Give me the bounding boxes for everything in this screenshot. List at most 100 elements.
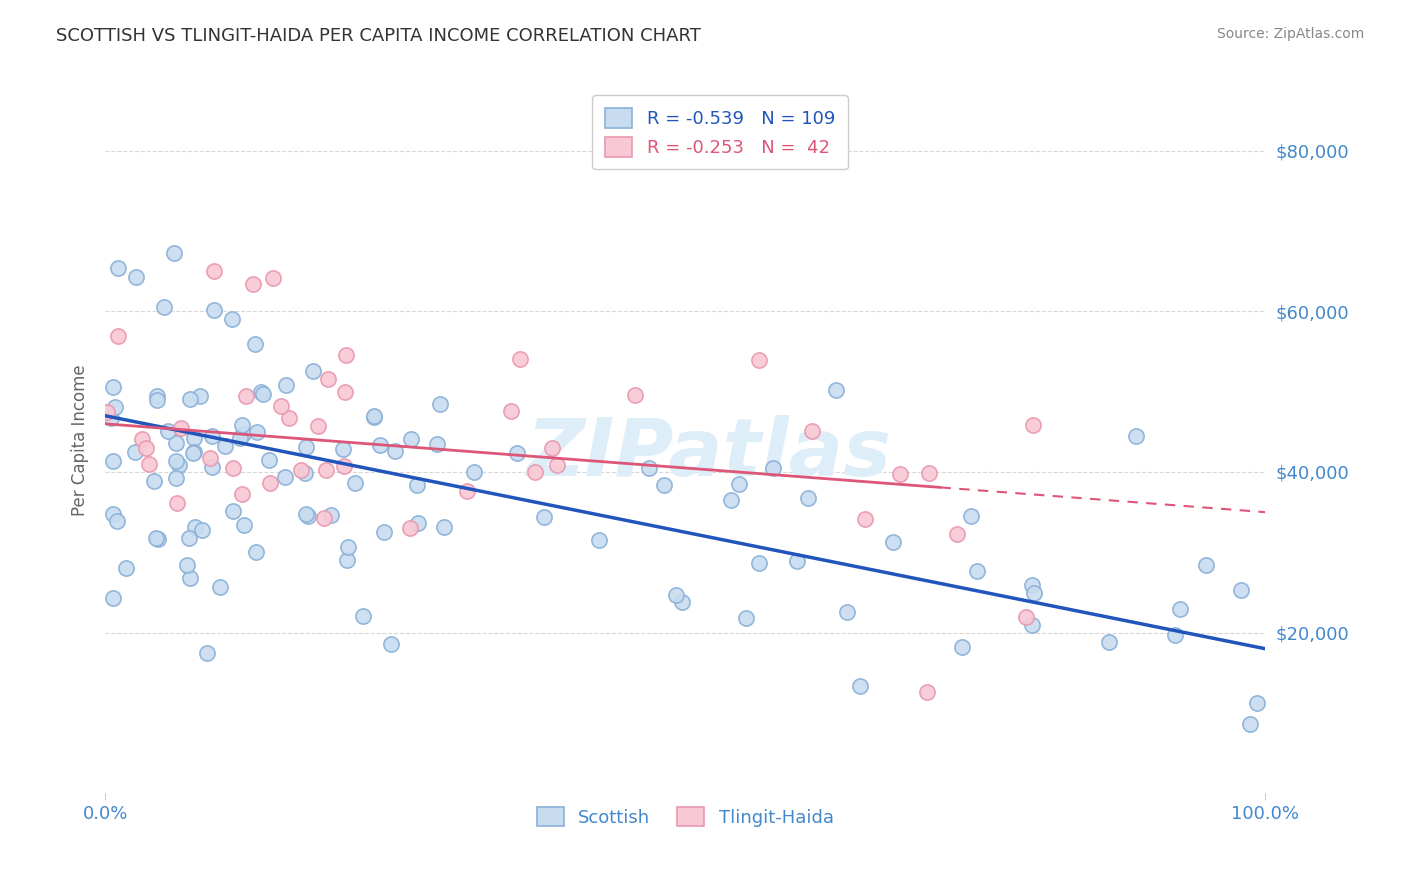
Point bbox=[1168, 601, 1191, 615]
Point bbox=[295, 507, 318, 521]
Point bbox=[232, 427, 254, 442]
Point bbox=[343, 476, 366, 491]
Point bbox=[188, 389, 211, 403]
Point bbox=[748, 556, 770, 570]
Point bbox=[882, 535, 904, 549]
Point bbox=[384, 444, 406, 458]
Point bbox=[146, 388, 169, 402]
Point bbox=[363, 409, 385, 423]
Point bbox=[915, 684, 938, 698]
Point bbox=[167, 458, 190, 472]
Point bbox=[429, 397, 451, 411]
Point bbox=[274, 470, 297, 484]
Point bbox=[1239, 717, 1261, 731]
Point bbox=[201, 429, 224, 443]
Point bbox=[380, 637, 402, 651]
Point bbox=[1125, 429, 1147, 443]
Point bbox=[918, 467, 941, 481]
Point bbox=[166, 496, 188, 510]
Point bbox=[1195, 558, 1218, 572]
Text: ZIPatlas: ZIPatlas bbox=[526, 415, 891, 493]
Point bbox=[1021, 618, 1043, 632]
Point bbox=[786, 554, 808, 568]
Point bbox=[307, 418, 329, 433]
Point bbox=[157, 424, 180, 438]
Point bbox=[373, 524, 395, 539]
Point bbox=[179, 571, 201, 585]
Point bbox=[100, 410, 122, 425]
Point bbox=[131, 432, 153, 446]
Point bbox=[337, 540, 360, 554]
Point bbox=[125, 270, 148, 285]
Point bbox=[960, 508, 983, 523]
Point bbox=[801, 424, 824, 438]
Point bbox=[1229, 583, 1251, 598]
Point bbox=[202, 303, 225, 318]
Text: Source: ZipAtlas.com: Source: ZipAtlas.com bbox=[1216, 27, 1364, 41]
Point bbox=[665, 588, 688, 602]
Point bbox=[246, 425, 269, 439]
Point bbox=[352, 609, 374, 624]
Point bbox=[849, 679, 872, 693]
Point bbox=[183, 431, 205, 445]
Point bbox=[101, 380, 124, 394]
Point bbox=[277, 411, 299, 425]
Point bbox=[243, 337, 266, 351]
Text: SCOTTISH VS TLINGIT-HAIDA PER CAPITA INCOME CORRELATION CHART: SCOTTISH VS TLINGIT-HAIDA PER CAPITA INC… bbox=[56, 27, 702, 45]
Point bbox=[824, 383, 846, 397]
Point bbox=[242, 277, 264, 292]
Point bbox=[191, 523, 214, 537]
Point bbox=[135, 441, 157, 455]
Point bbox=[231, 487, 253, 501]
Point bbox=[399, 433, 422, 447]
Point bbox=[176, 558, 198, 573]
Point bbox=[124, 445, 146, 459]
Point bbox=[624, 387, 647, 401]
Point bbox=[1164, 628, 1187, 642]
Point bbox=[184, 520, 207, 534]
Point bbox=[533, 510, 555, 524]
Point bbox=[101, 453, 124, 467]
Point bbox=[195, 646, 218, 660]
Point bbox=[145, 531, 167, 545]
Point bbox=[202, 264, 225, 278]
Point bbox=[463, 465, 485, 479]
Point bbox=[1015, 610, 1038, 624]
Point bbox=[229, 431, 252, 445]
Point bbox=[183, 446, 205, 460]
Point bbox=[250, 384, 273, 399]
Point bbox=[262, 271, 284, 285]
Point bbox=[107, 329, 129, 343]
Point bbox=[297, 508, 319, 523]
Point bbox=[1246, 696, 1268, 710]
Point bbox=[509, 352, 531, 367]
Point bbox=[315, 463, 337, 477]
Point bbox=[104, 401, 127, 415]
Point bbox=[165, 436, 187, 450]
Point bbox=[1022, 417, 1045, 432]
Point bbox=[103, 591, 125, 606]
Point bbox=[115, 561, 138, 575]
Point bbox=[762, 461, 785, 475]
Point bbox=[797, 491, 820, 505]
Point bbox=[105, 514, 128, 528]
Point bbox=[433, 520, 456, 534]
Point bbox=[163, 245, 186, 260]
Point bbox=[290, 463, 312, 477]
Point bbox=[945, 527, 967, 541]
Point bbox=[505, 446, 527, 460]
Point bbox=[214, 439, 236, 453]
Point bbox=[889, 467, 911, 481]
Point bbox=[588, 533, 610, 548]
Point bbox=[336, 553, 359, 567]
Point bbox=[332, 442, 354, 456]
Point bbox=[101, 507, 124, 521]
Point bbox=[333, 458, 356, 473]
Point bbox=[950, 640, 973, 654]
Point bbox=[221, 311, 243, 326]
Point bbox=[671, 595, 693, 609]
Point bbox=[728, 477, 751, 491]
Point bbox=[426, 436, 449, 450]
Point bbox=[638, 460, 661, 475]
Point bbox=[201, 460, 224, 475]
